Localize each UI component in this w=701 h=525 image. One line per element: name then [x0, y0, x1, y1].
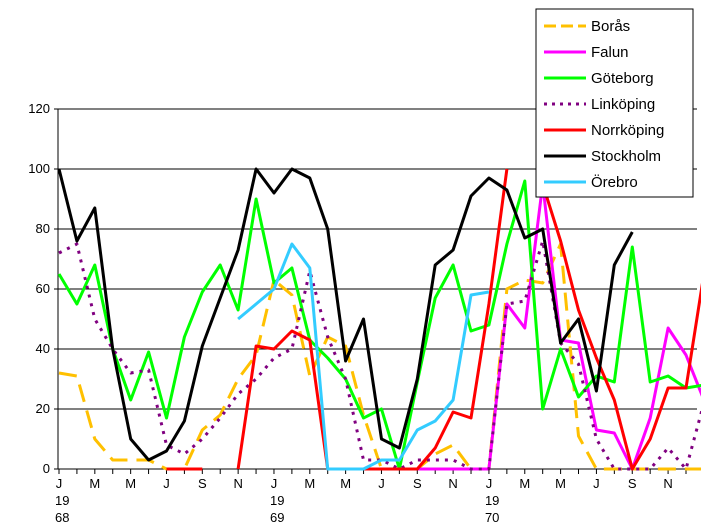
legend-label: Stockholm	[591, 148, 661, 165]
y-tick-labels: 0 20 40 60 80 100 120	[28, 101, 50, 476]
x-tick-label: J	[593, 476, 600, 491]
series-line-stockholm	[57, 167, 634, 462]
x-tick-label: 70	[485, 510, 499, 525]
x-tick-label: N	[233, 476, 242, 491]
x-tick-label: N	[663, 476, 672, 491]
x-tick-label: J	[56, 476, 63, 491]
y-tick-label: 0	[43, 461, 50, 476]
y-tick-label: 20	[36, 401, 50, 416]
x-tick-label: M	[125, 476, 136, 491]
series-lines	[57, 167, 701, 471]
series-line-norrköping	[236, 168, 509, 471]
legend-label: Falun	[591, 44, 629, 61]
series-line-norrköping-b	[541, 183, 701, 471]
legend-label: Borås	[591, 18, 630, 35]
x-tick-label: M	[89, 476, 100, 491]
x-tick-label: S	[413, 476, 422, 491]
legend-label: Norrköping	[591, 122, 664, 139]
y-tick-label: 60	[36, 281, 50, 296]
x-tick-label: J	[486, 476, 493, 491]
y-tick-label: 120	[28, 101, 50, 116]
legend-label: Linköping	[591, 96, 655, 113]
x-tick-label: S	[198, 476, 207, 491]
y-tick-label: 80	[36, 221, 50, 236]
series-line-falun	[417, 182, 701, 471]
legend: Borås Falun Göteborg Linköping Norrköping Sto…	[535, 8, 694, 198]
x-tick-labels: J 19 68 M M J S N J 19 69 M M J S N J 19 70 M M J S N	[55, 476, 673, 525]
x-tick-label: 19	[485, 493, 499, 508]
x-tick-label: M	[555, 476, 566, 491]
y-tick-label: 100	[28, 161, 50, 176]
y-tick-label: 40	[36, 341, 50, 356]
x-tick-label: J	[271, 476, 278, 491]
x-tick-label: N	[448, 476, 457, 491]
legend-label: Göteborg	[591, 70, 654, 87]
x-tick-label: 69	[270, 510, 284, 525]
series-line-göteborg	[57, 179, 701, 471]
series-line-örebro	[237, 242, 490, 471]
legend-label: Örebro	[591, 173, 638, 191]
x-tick-label: M	[340, 476, 351, 491]
x-tick-label: J	[378, 476, 385, 491]
x-tick-label: 19	[55, 493, 69, 508]
x-tick-label: M	[519, 476, 530, 491]
x-tick-label: 68	[55, 510, 69, 525]
x-tick-label: 19	[270, 493, 284, 508]
x-tick-label: S	[628, 476, 637, 491]
x-tick-label: M	[304, 476, 315, 491]
x-tick-label: J	[163, 476, 170, 491]
